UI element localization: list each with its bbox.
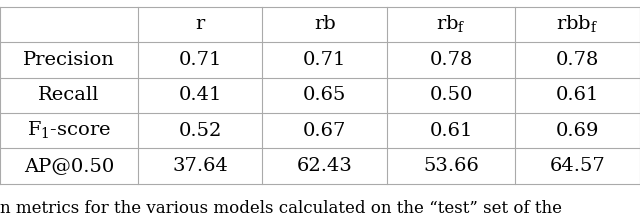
Text: r: r bbox=[195, 15, 205, 33]
Text: 64.57: 64.57 bbox=[550, 157, 605, 175]
Text: rb: rb bbox=[314, 15, 335, 33]
Text: 0.61: 0.61 bbox=[429, 122, 473, 140]
Text: Precision: Precision bbox=[23, 51, 115, 69]
Text: 0.71: 0.71 bbox=[303, 51, 346, 69]
Text: Recall: Recall bbox=[38, 86, 99, 104]
Text: 0.41: 0.41 bbox=[179, 86, 221, 104]
Text: 62.43: 62.43 bbox=[297, 157, 353, 175]
Text: 0.50: 0.50 bbox=[429, 86, 473, 104]
Text: 0.61: 0.61 bbox=[556, 86, 599, 104]
Text: 0.78: 0.78 bbox=[429, 51, 473, 69]
Text: rb$_\mathregular{f}$: rb$_\mathregular{f}$ bbox=[436, 14, 466, 35]
Text: 0.67: 0.67 bbox=[303, 122, 346, 140]
Text: 0.52: 0.52 bbox=[179, 122, 221, 140]
Text: AP@0.50: AP@0.50 bbox=[24, 157, 114, 175]
Text: 37.64: 37.64 bbox=[172, 157, 228, 175]
Text: rbb$_\mathregular{f}$: rbb$_\mathregular{f}$ bbox=[556, 14, 599, 35]
Text: 0.69: 0.69 bbox=[556, 122, 599, 140]
Text: 53.66: 53.66 bbox=[423, 157, 479, 175]
Text: 0.78: 0.78 bbox=[556, 51, 599, 69]
Text: F$_\mathregular{1}$-score: F$_\mathregular{1}$-score bbox=[27, 120, 111, 141]
Text: 0.71: 0.71 bbox=[179, 51, 221, 69]
Text: 0.65: 0.65 bbox=[303, 86, 346, 104]
Text: n metrics for the various models calculated on the “test” set of the: n metrics for the various models calcula… bbox=[0, 200, 562, 217]
